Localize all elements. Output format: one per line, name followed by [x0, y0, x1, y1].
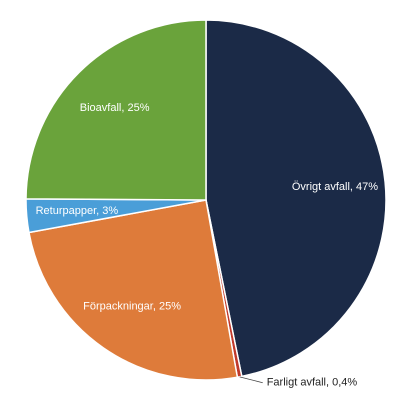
data-label: Förpackningar, 25% — [83, 300, 181, 312]
data-label: Övrigt avfall, 47% — [292, 181, 378, 193]
leader-line — [239, 376, 263, 384]
pie-slice — [25, 19, 207, 201]
pie-slice — [205, 19, 387, 378]
pie-slice — [28, 199, 239, 381]
data-label: Bioavfall, 25% — [80, 102, 150, 114]
data-label: Farligt avfall, 0,4% — [267, 377, 358, 389]
data-label: Returpapper, 3% — [36, 205, 119, 217]
